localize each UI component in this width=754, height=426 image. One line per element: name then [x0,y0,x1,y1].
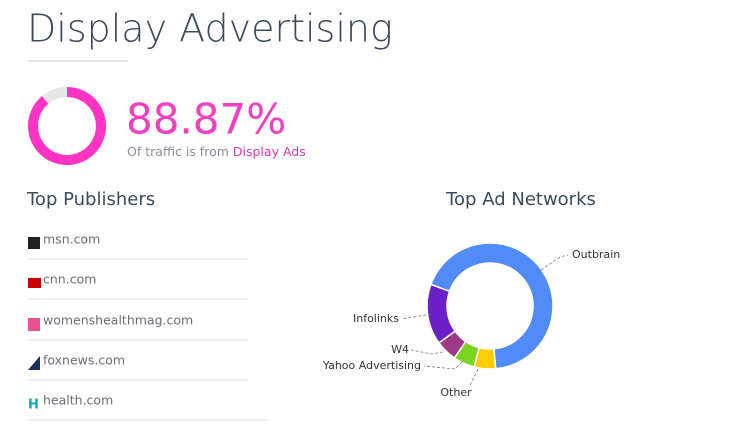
slice-label: Other [440,386,472,399]
leader [469,368,479,386]
leader [540,254,569,271]
caption-text: Of traffic is from [127,144,229,159]
slice-label: W4 [391,343,409,356]
section-title: Top Publishers [26,189,155,210]
slice [429,242,554,370]
icon [28,356,40,370]
traffic-percent: 88.87% [126,95,286,144]
traffic-caption: Of traffic is from Display Ads [127,144,306,159]
page-title: Display Advertising [27,7,393,51]
caption-highlight[interactable]: Display Ads [233,144,306,159]
publisher[interactable]: foxnews.com [43,353,125,368]
publisher[interactable]: msn.com [43,232,100,247]
slice-label: Outbrain [572,248,620,261]
traffic-ring [27,87,107,165]
slice-label: Yahoo Advertising [322,359,421,372]
slice-label: Infolinks [353,312,399,325]
publisher[interactable]: cnn.com [43,272,96,287]
chart-title: Top Ad Networks [445,189,596,210]
icon [28,318,40,331]
donut [426,242,554,370]
leader [423,361,463,370]
ring-value [27,87,107,165]
icon [28,237,40,249]
icon: H [28,398,39,413]
leader [410,349,444,355]
publisher[interactable]: womenshealthmag.com [43,313,193,328]
slice [426,283,457,344]
publisher[interactable]: health.com [43,393,113,408]
leader [401,313,432,320]
icon [28,278,41,288]
